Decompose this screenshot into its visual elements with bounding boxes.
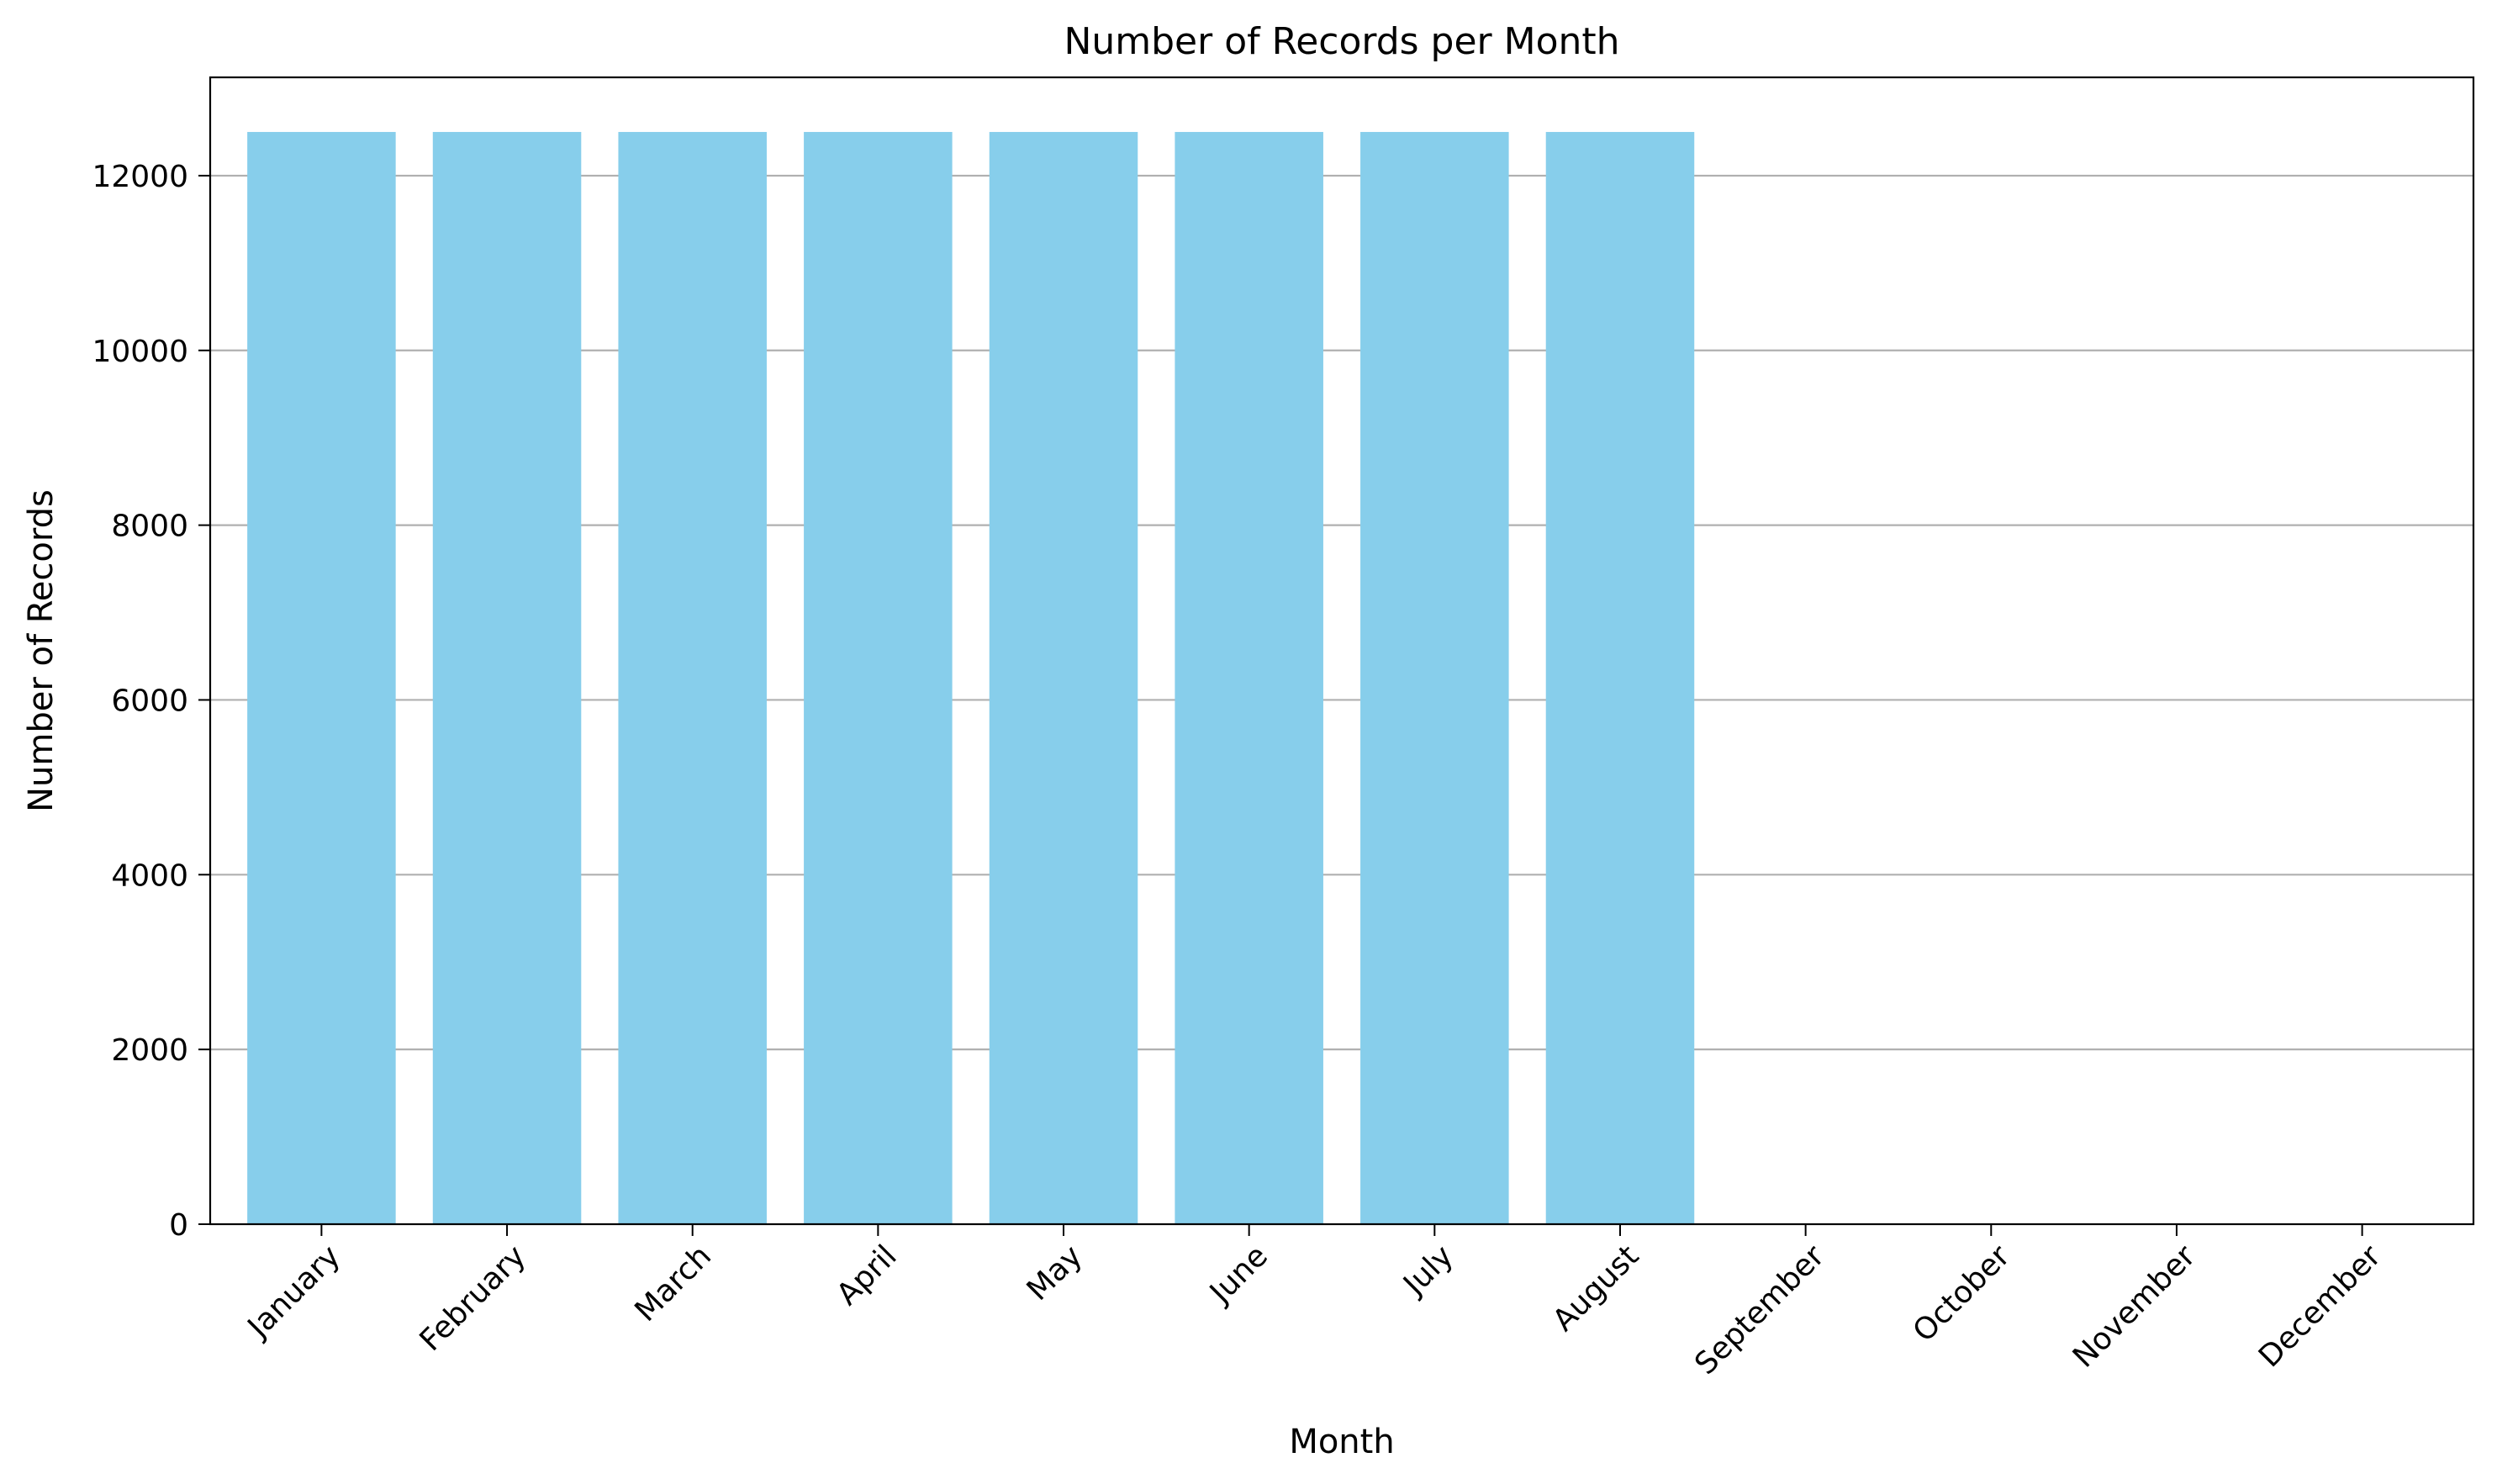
y-tick-label: 6000 [111, 684, 188, 718]
y-axis-label: Number of Records [22, 489, 61, 812]
grid-lines [210, 174, 2473, 1051]
y-axis-ticks: 0 2000 4000 6000 8000 10000 12000 [92, 160, 210, 1243]
bars [247, 131, 1695, 1224]
x-tick-label: April [831, 1238, 904, 1312]
bar [1545, 131, 1695, 1224]
bar [1175, 131, 1323, 1224]
x-tick-label: October [1907, 1238, 2017, 1349]
x-tick-label: August [1546, 1238, 1645, 1338]
x-tick-label: September [1688, 1238, 1831, 1381]
x-tick-label: January [240, 1238, 347, 1345]
bar [432, 131, 582, 1224]
x-tick-label: November [2067, 1238, 2203, 1375]
y-tick-label: 10000 [92, 335, 188, 369]
x-tick-label: February [414, 1238, 533, 1358]
x-axis-ticks: January February March April May June July Augu… [240, 1224, 2388, 1381]
bar [1360, 131, 1509, 1224]
y-tick-label: 4000 [111, 858, 188, 893]
bar [247, 131, 396, 1224]
bar [618, 131, 767, 1224]
y-tick-label: 2000 [111, 1033, 188, 1068]
x-tick-label: June [1202, 1238, 1275, 1311]
x-tick-label: July [1396, 1238, 1460, 1302]
y-tick-label: 0 [169, 1208, 188, 1243]
plot-frame [209, 76, 2475, 1226]
x-tick-label: March [628, 1238, 718, 1328]
y-tick-label: 8000 [111, 510, 188, 544]
bar [989, 131, 1138, 1224]
chart-title: Number of Records per Month [1064, 20, 1619, 63]
x-axis-label: Month [1289, 1423, 1394, 1461]
bar [804, 131, 953, 1224]
y-tick-label: 12000 [92, 160, 188, 194]
x-tick-label: December [2252, 1238, 2388, 1374]
x-tick-label: May [1021, 1238, 1090, 1307]
